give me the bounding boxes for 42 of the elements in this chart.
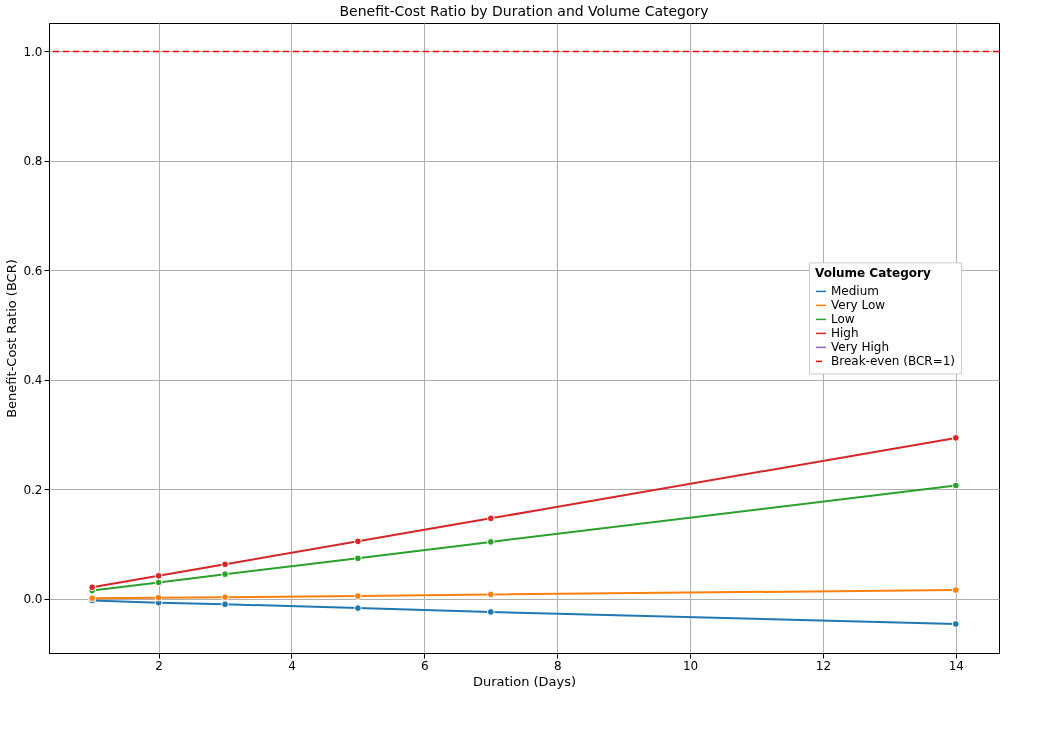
point	[221, 593, 229, 602]
point	[354, 554, 362, 563]
legend-label: Very Low	[831, 298, 886, 313]
y-tick-label: 0.0	[23, 592, 43, 607]
y-tick-label: 1.0	[23, 44, 43, 59]
point	[221, 560, 229, 569]
point	[221, 600, 229, 609]
legend-title: Volume Category	[815, 266, 931, 281]
x-tick-label: 8	[553, 658, 562, 673]
point	[154, 593, 163, 602]
point	[951, 620, 960, 628]
point	[486, 590, 495, 599]
point	[486, 608, 495, 616]
legend-label: Break-even (BCR=1)	[831, 354, 955, 369]
y-tick-label: 0.4	[23, 373, 43, 388]
point	[486, 514, 495, 523]
y-axis-title: Benefit-Cost Ratio (BCR)	[4, 259, 20, 418]
point	[486, 538, 495, 546]
point	[154, 578, 163, 587]
legend-label: Low	[831, 312, 855, 327]
point	[154, 571, 163, 580]
point	[951, 481, 960, 490]
chart-title: Benefit-Cost Ratio by Duration and Volume Category	[339, 3, 709, 19]
y-tick-label: 0.8	[23, 154, 43, 169]
point	[354, 592, 362, 600]
point	[951, 434, 960, 442]
x-tick-label: 10	[682, 658, 699, 673]
legend-label: High	[831, 326, 859, 341]
legend-label: Medium	[831, 284, 879, 299]
y-tick-label: 0.6	[23, 263, 43, 278]
x-tick-label: 2	[155, 658, 163, 673]
legend-label: Very High	[831, 340, 890, 355]
x-axis-title: Duration (Days)	[472, 673, 577, 689]
point	[221, 570, 229, 579]
x-tick-label: 12	[815, 658, 832, 673]
point	[354, 537, 362, 546]
x-tick-label: 4	[288, 658, 296, 673]
point	[354, 604, 362, 612]
point	[951, 586, 960, 594]
y-tick-label: 0.2	[23, 482, 43, 497]
x-tick-label: 6	[421, 658, 429, 673]
x-tick-label: 14	[948, 658, 964, 673]
